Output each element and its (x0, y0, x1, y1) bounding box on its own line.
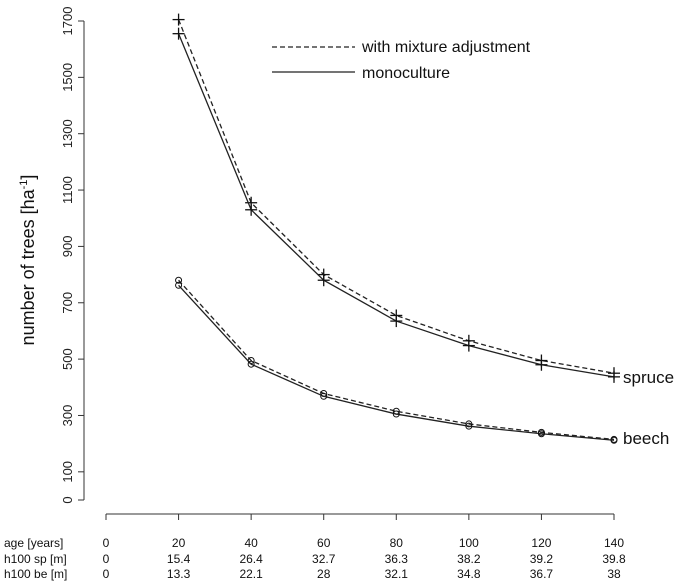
x-table-cell: 28 (317, 567, 331, 581)
series-spruce-solid (172, 27, 620, 383)
x-table-cell: 80 (390, 536, 404, 550)
x-table-cell: 32.1 (385, 567, 409, 581)
data-point (247, 360, 255, 368)
x-table-cell: 0 (103, 552, 110, 566)
data-point (390, 315, 403, 328)
x-table-cell: 38 (607, 567, 621, 581)
series-line (178, 279, 615, 441)
series-beech-solid (175, 281, 618, 444)
y-tick-label: 300 (60, 405, 75, 427)
data-point (535, 358, 548, 371)
x-table-cell: 13.3 (167, 567, 191, 581)
y-tick-label: 1100 (60, 176, 75, 204)
x-table-cell: 120 (531, 536, 551, 550)
y-tick-label: 900 (60, 236, 75, 258)
data-point (175, 281, 183, 289)
x-table-cell: 0 (103, 536, 110, 550)
data-point (465, 420, 473, 428)
x-table-cell: 40 (244, 536, 258, 550)
series-label-spruce: spruce (623, 368, 674, 387)
data-point (608, 370, 620, 383)
x-table-row-label: h100 be [m] (4, 567, 67, 581)
x-table-cell: 22.1 (239, 567, 263, 581)
data-point (172, 13, 185, 26)
data-point (172, 27, 185, 40)
y-axis: 0 100 300 500 700 900 1100 1300 1500 1700 (60, 7, 85, 504)
legend: with mixture adjustment monoculture (272, 39, 531, 82)
x-table-cell: 34.8 (457, 567, 481, 581)
data-point (462, 339, 475, 352)
x-table-cell: 39.2 (530, 552, 554, 566)
data-point (610, 436, 618, 444)
y-tick-label: 1700 (60, 7, 75, 36)
x-table-cell: 100 (459, 536, 479, 550)
x-table-row-label: h100 sp [m] (4, 552, 67, 566)
data-point (392, 410, 400, 418)
legend-entry-mixture: with mixture adjustment (361, 39, 531, 56)
y-tick-label: 700 (60, 292, 75, 314)
x-table-cell: 36.7 (530, 567, 554, 581)
data-point (175, 276, 183, 284)
x-table-cell: 38.2 (457, 552, 481, 566)
y-tick-label: 1300 (60, 119, 75, 148)
x-table-cell: 36.3 (385, 552, 409, 566)
x-table-cell: 15.4 (167, 552, 191, 566)
y-axis-label: number of trees [ha-1] (18, 175, 38, 346)
data-point (465, 422, 473, 430)
legend-entry-monoculture: monoculture (362, 65, 450, 82)
x-table-cell: 26.4 (239, 552, 263, 566)
y-tick-label: 500 (60, 348, 75, 370)
series-beech-dashed (175, 276, 618, 443)
series-label-beech: beech (623, 429, 669, 448)
x-table-cell: 60 (317, 536, 331, 550)
x-table-cell: 0 (103, 567, 110, 581)
x-table-cell: 140 (604, 536, 624, 550)
x-table-cell: 32.7 (312, 552, 336, 566)
x-table-cell: 20 (172, 536, 186, 550)
x-table-row-label: age [years] (4, 536, 63, 550)
y-tick-label: 1500 (60, 63, 75, 92)
data-point (320, 392, 328, 400)
data-point (245, 203, 258, 216)
data-point (317, 274, 330, 287)
x-table-cell: 39.8 (602, 552, 626, 566)
series-line (178, 284, 615, 441)
data-point (537, 430, 545, 438)
y-tick-label: 100 (60, 461, 75, 483)
series-layer (172, 13, 620, 444)
y-tick-label: 0 (60, 496, 75, 503)
x-axis-table: age [years] 0 20 40 60 80 100 120 140 h100 sp [m]… (4, 513, 626, 581)
